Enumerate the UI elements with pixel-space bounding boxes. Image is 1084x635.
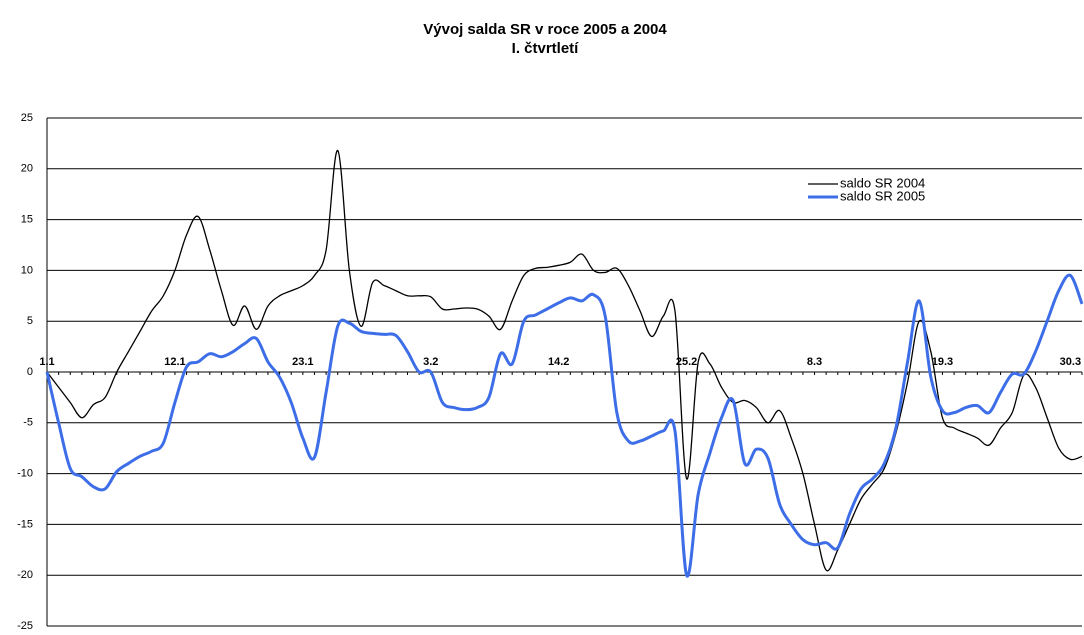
- y-tick-label: 0: [27, 366, 33, 378]
- y-tick-label: 10: [21, 264, 33, 276]
- x-tick-label: 8.3: [807, 356, 822, 368]
- chart-title: Vývoj salda SR v roce 2005 a 2004: [423, 21, 667, 38]
- y-tick-label: -10: [17, 468, 33, 480]
- x-tick-label: 14.2: [548, 356, 569, 368]
- x-tick-label: 25.2: [676, 356, 697, 368]
- chart-subtitle: I. čtvrtletí: [512, 40, 580, 57]
- y-tick-label: 5: [27, 315, 33, 327]
- y-tick-label: -25: [17, 620, 33, 630]
- x-tick-label: 3.2: [423, 356, 438, 368]
- legend-label: saldo SR 2004: [840, 175, 925, 190]
- y-tick-label: -20: [17, 569, 33, 581]
- y-tick-label: 15: [21, 214, 33, 226]
- y-tick-label: -5: [23, 417, 33, 429]
- line-series: [45, 273, 1084, 578]
- legend-label: saldo SR 2005: [840, 188, 925, 203]
- x-tick-label: 1.1: [39, 356, 54, 368]
- y-tick-label: 20: [21, 163, 33, 175]
- x-tick-label: 19.3: [932, 356, 953, 368]
- y-tick-label: 25: [21, 112, 33, 124]
- x-tick-label: 23.1: [292, 356, 313, 368]
- x-tick-label: 30.3: [1060, 356, 1081, 368]
- x-tick-label: 12.1: [164, 356, 185, 368]
- y-tick-label: -15: [17, 518, 33, 530]
- line-series: [46, 149, 1083, 572]
